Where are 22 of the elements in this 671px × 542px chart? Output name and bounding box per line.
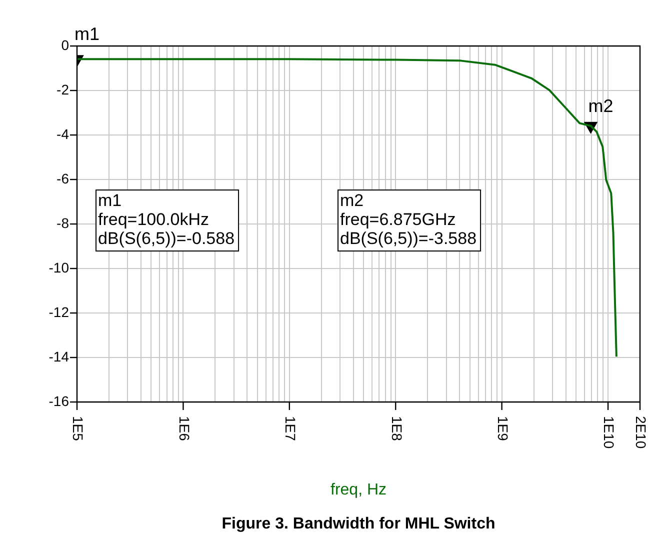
y-tick-label: -16 [48, 392, 70, 409]
y-tick-label: -10 [48, 259, 70, 276]
y-tick-label: -4 [56, 126, 70, 142]
annotation: m2 freq=6.875GHz dB(S(6,5))=-3.588 [340, 191, 477, 248]
y-tick-label: 0 [61, 36, 70, 53]
y-tick-label: -6 [56, 170, 70, 186]
x-tick-label: 2E10 [633, 416, 650, 449]
y-tick-label: -14 [48, 348, 70, 364]
x-tick-label: 1E7 [282, 416, 299, 442]
x-tick-label: 1E9 [494, 416, 511, 442]
annotation: m2 [588, 96, 614, 116]
x-tick-label: 1E8 [388, 416, 405, 442]
x-axis-title: freq, Hz [330, 481, 387, 498]
annotation: m1 [74, 24, 100, 44]
y-tick-label: -12 [48, 304, 70, 320]
x-tick-label: 1E10 [601, 416, 618, 449]
annotation: m1 freq=100.0kHz dB(S(6,5))=-0.588 [98, 191, 235, 248]
x-tick-label: 1E6 [176, 416, 192, 442]
y-tick-label: -8 [56, 214, 70, 231]
x-tick-label: 1E5 [70, 416, 86, 442]
y-tick-label: -2 [56, 81, 70, 98]
text: Figure 3. Bandwidth for MHL Switch [222, 515, 496, 532]
